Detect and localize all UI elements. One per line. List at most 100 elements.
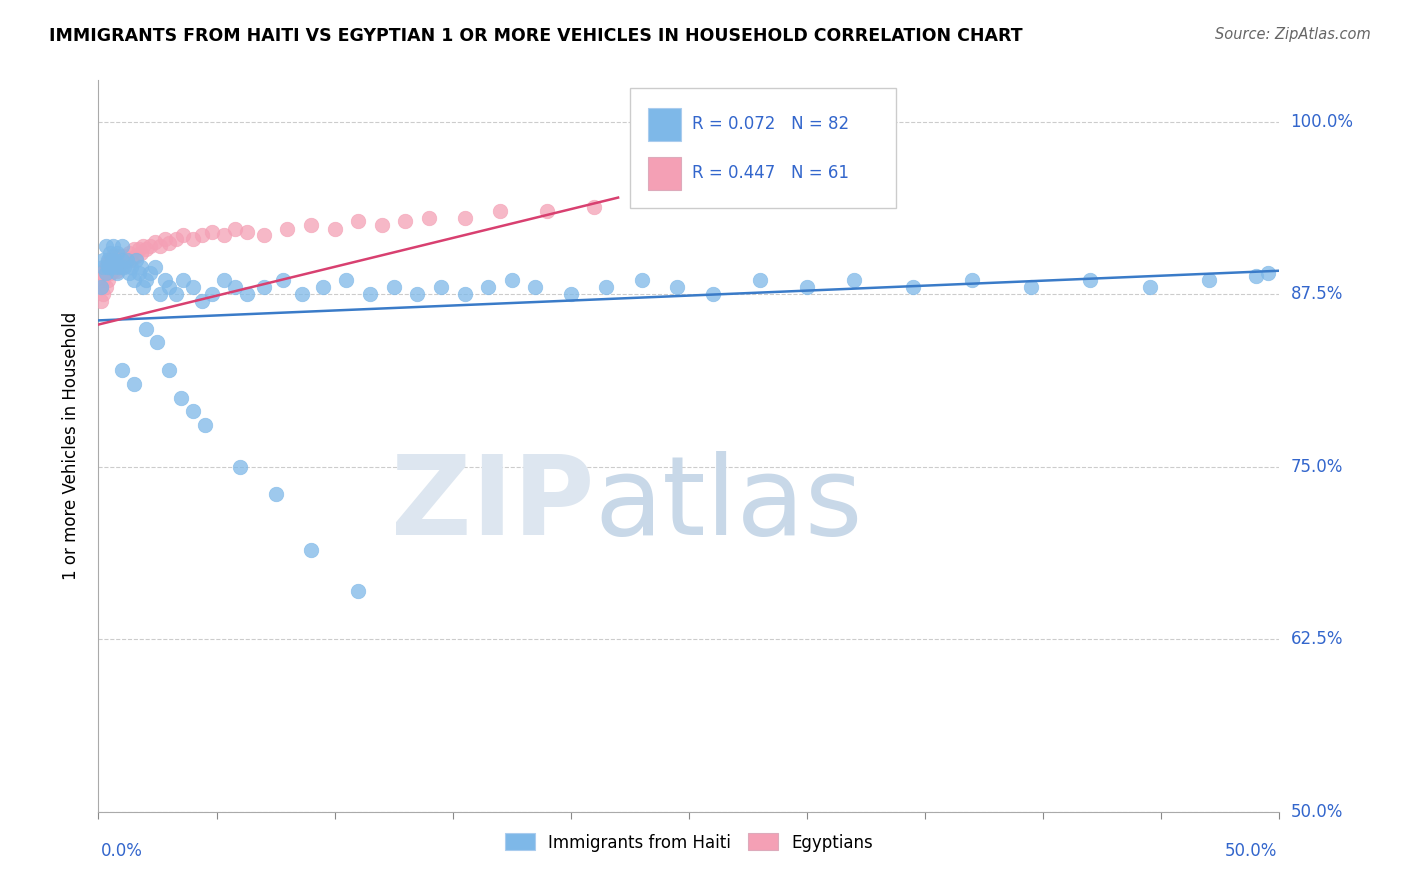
Point <box>101 252 124 267</box>
Point <box>104 260 127 274</box>
Point <box>962 273 984 287</box>
Point <box>128 267 150 281</box>
Point <box>276 222 298 236</box>
Point <box>94 267 117 281</box>
Point <box>406 287 429 301</box>
Point <box>94 260 117 274</box>
FancyBboxPatch shape <box>648 157 681 190</box>
Point <box>132 280 155 294</box>
Point <box>312 280 335 294</box>
Point <box>128 242 150 256</box>
Text: ZIP: ZIP <box>391 451 595 558</box>
Point <box>172 273 194 287</box>
Point <box>583 200 606 214</box>
Point <box>111 260 134 274</box>
Point <box>125 252 148 267</box>
Point <box>112 248 135 262</box>
Point <box>181 280 204 294</box>
Point <box>489 204 512 219</box>
Point <box>97 252 120 267</box>
Point <box>97 273 120 287</box>
Point <box>477 280 499 294</box>
Point <box>98 245 121 260</box>
Point <box>224 280 246 294</box>
Point <box>630 273 652 287</box>
Point <box>844 273 866 287</box>
Point <box>595 280 617 294</box>
Point <box>181 404 204 418</box>
Point <box>1244 269 1267 284</box>
Point <box>135 321 157 335</box>
Point <box>115 252 138 267</box>
Point <box>1198 273 1220 287</box>
Point <box>122 242 145 256</box>
Point <box>172 227 194 242</box>
Point <box>1257 267 1279 281</box>
Point <box>299 542 322 557</box>
Point <box>139 267 162 281</box>
Y-axis label: 1 or more Vehicles in Household: 1 or more Vehicles in Household <box>62 312 80 580</box>
Point <box>453 287 475 301</box>
Point <box>453 211 475 226</box>
Point <box>132 239 155 253</box>
Point <box>101 264 124 278</box>
Point <box>191 227 214 242</box>
Point <box>97 260 120 274</box>
Point <box>165 232 187 246</box>
Point <box>212 227 235 242</box>
Point <box>212 273 235 287</box>
Point <box>382 280 405 294</box>
Point <box>101 239 124 253</box>
Point <box>104 260 127 274</box>
Point <box>94 280 117 294</box>
Point <box>290 287 312 301</box>
Point <box>108 260 131 274</box>
Text: R = 0.447   N = 61: R = 0.447 N = 61 <box>693 164 849 182</box>
Point <box>98 260 121 274</box>
Text: R = 0.072   N = 82: R = 0.072 N = 82 <box>693 115 849 133</box>
Point <box>143 235 166 249</box>
Point <box>165 287 187 301</box>
Point <box>122 273 145 287</box>
Point <box>115 252 138 267</box>
Point <box>418 211 440 226</box>
Point <box>153 273 176 287</box>
Text: 0.0%: 0.0% <box>101 842 143 860</box>
Point <box>101 248 124 262</box>
Point <box>536 204 558 219</box>
Point <box>253 227 276 242</box>
Point <box>335 273 357 287</box>
Point <box>91 273 114 287</box>
Point <box>146 335 169 350</box>
FancyBboxPatch shape <box>648 108 681 141</box>
Point <box>91 287 114 301</box>
Point <box>191 294 214 309</box>
Point <box>501 273 523 287</box>
Point <box>98 252 121 267</box>
Point <box>170 391 193 405</box>
Text: IMMIGRANTS FROM HAITI VS EGYPTIAN 1 OR MORE VEHICLES IN HOUSEHOLD CORRELATION CH: IMMIGRANTS FROM HAITI VS EGYPTIAN 1 OR M… <box>49 27 1022 45</box>
FancyBboxPatch shape <box>630 87 896 209</box>
Point <box>108 255 131 269</box>
Point <box>104 252 127 267</box>
Text: 87.5%: 87.5% <box>1291 285 1343 303</box>
Point <box>748 273 770 287</box>
Point <box>111 252 134 267</box>
Point <box>149 287 172 301</box>
Text: 62.5%: 62.5% <box>1291 631 1343 648</box>
Text: 50.0%: 50.0% <box>1291 803 1343 821</box>
Point <box>201 225 224 239</box>
Point <box>1080 273 1102 287</box>
Point <box>118 267 141 281</box>
Text: 50.0%: 50.0% <box>1225 842 1277 860</box>
Point <box>90 280 112 294</box>
Text: atlas: atlas <box>595 451 863 558</box>
Point <box>105 267 128 281</box>
Point <box>91 252 114 267</box>
Point <box>153 232 176 246</box>
Point <box>524 280 547 294</box>
Point <box>105 255 128 269</box>
Point <box>105 264 128 278</box>
Point <box>323 222 346 236</box>
Point <box>94 239 117 253</box>
